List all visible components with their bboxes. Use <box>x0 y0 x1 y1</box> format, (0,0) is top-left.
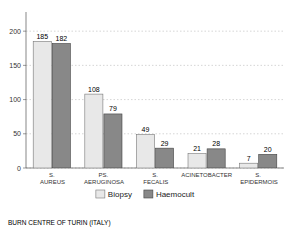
y-tick <box>23 65 26 66</box>
x-tick-label: PS. AERUGINOSA <box>83 172 124 185</box>
y-tick <box>23 99 26 100</box>
data-label: 28 <box>212 140 220 147</box>
bar <box>188 154 206 168</box>
x-tick-label-line: PS. <box>99 172 109 178</box>
x-tick-label: S. FECALIS <box>142 172 169 185</box>
data-label: 185 <box>36 33 48 40</box>
bar <box>52 43 70 168</box>
x-tick-label-line: S. <box>152 172 158 178</box>
bar <box>240 163 258 168</box>
data-label: 108 <box>88 86 100 93</box>
x-tick-label: S. AUREUS <box>39 172 65 185</box>
bar <box>156 148 174 168</box>
x-tick-label-line: AERUGINOSA <box>83 179 124 185</box>
legend-item: Haemocult <box>144 190 195 199</box>
x-tick-label-line: ACINETOBACTER <box>181 172 233 178</box>
x-tick-label-line: S. <box>255 172 261 178</box>
bar <box>259 154 277 168</box>
legend-swatch <box>144 190 153 198</box>
x-tick-label-line: FECALIS <box>142 179 169 185</box>
data-label: 49 <box>142 126 150 133</box>
grid-line <box>26 31 284 32</box>
chart-container: 0 50 100 150 200 185 108 49 21 7 182 79 29 28 20 S. AUR… <box>0 0 290 231</box>
y-tick-label: 200 <box>9 28 21 35</box>
y-tick-label: 150 <box>9 62 21 69</box>
data-label: 20 <box>264 146 272 153</box>
y-tick-label: 50 <box>13 130 21 137</box>
legend: Biopsy Haemocult <box>96 190 195 199</box>
bar <box>136 134 154 168</box>
y-axis-line <box>26 12 27 168</box>
y-tick <box>23 133 26 134</box>
bar <box>85 94 103 168</box>
x-tick-label: ACINETOBACTER <box>181 172 233 178</box>
bar <box>33 41 51 168</box>
annotation: BURN CENTRE OF TURIN (ITALY) <box>8 219 111 227</box>
legend-swatch <box>96 190 105 198</box>
data-label: 79 <box>109 105 117 112</box>
y-tick <box>23 31 26 32</box>
legend-label: Biopsy <box>108 190 132 199</box>
data-label: 7 <box>247 155 251 162</box>
grid <box>23 31 284 168</box>
y-tick-label: 0 <box>17 165 21 172</box>
bar <box>104 114 122 168</box>
bars <box>33 41 277 168</box>
legend-label: Haemocult <box>156 190 195 199</box>
legend-item: Biopsy <box>96 190 132 199</box>
x-tick-label-line: EPIDERMOIS <box>239 179 278 185</box>
data-label: 29 <box>161 140 169 147</box>
y-tick <box>23 168 26 169</box>
data-label: 182 <box>56 35 68 42</box>
data-label: 21 <box>193 145 201 152</box>
x-tick-label-line: AUREUS <box>39 179 65 185</box>
bar <box>207 149 225 168</box>
x-tick-label-line: S. <box>49 172 55 178</box>
y-tick-label: 100 <box>9 96 21 103</box>
x-tick-label: S. EPIDERMOIS <box>239 172 278 185</box>
chart: 0 50 100 150 200 185 108 49 21 7 182 79 29 28 20 S. AUR… <box>0 0 290 231</box>
